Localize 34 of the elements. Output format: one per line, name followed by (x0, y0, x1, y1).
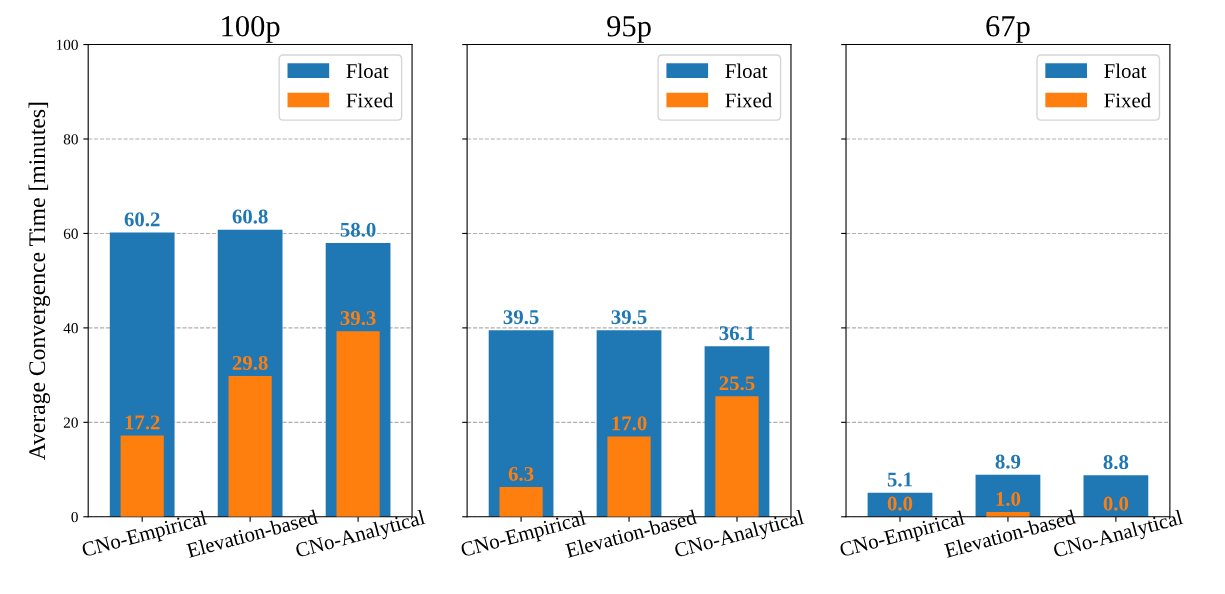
data-label: 58.0 (340, 222, 376, 237)
data-label: 25.5 (719, 376, 755, 391)
y-tick-label: 40 (63, 323, 78, 334)
data-label: 1.0 (996, 491, 1021, 507)
chart-title: 100p (222, 15, 280, 43)
legend-label: Float (346, 63, 389, 79)
data-label: 29.8 (232, 355, 268, 371)
data-label: 39.5 (503, 310, 539, 325)
chart-title: 67p (986, 15, 1030, 43)
data-label: 39.5 (611, 310, 647, 325)
data-label: 8.9 (995, 454, 1021, 469)
data-label: 39.3 (340, 311, 376, 326)
legend-label: Float (1104, 63, 1147, 79)
data-label: 5.1 (887, 472, 912, 487)
y-tick-label: 60 (63, 228, 78, 239)
data-label: 17.2 (125, 415, 160, 430)
y-tick-label: 20 (63, 417, 78, 428)
data-label: 6.3 (508, 466, 534, 481)
data-label: 0.0 (887, 496, 913, 511)
data-label: 0.0 (1103, 496, 1129, 511)
data-label: 8.8 (1103, 455, 1129, 470)
data-label: 36.1 (719, 326, 755, 341)
data-label: 17.0 (612, 416, 647, 431)
legend-label: Fixed (1104, 92, 1151, 108)
legend-label: Fixed (346, 92, 394, 108)
legend-label: Fixed (725, 92, 772, 108)
legend-label: Float (725, 63, 768, 79)
data-label: 60.2 (124, 212, 160, 227)
y-tick-label: 0 (71, 511, 78, 523)
y-axis-title: Average Convergence Time [minutes] (28, 102, 51, 461)
chart-title: 95p (607, 15, 651, 43)
data-label: 60.8 (232, 209, 268, 224)
y-tick-label: 80 (63, 134, 78, 145)
y-tick-label: 100 (56, 39, 78, 50)
